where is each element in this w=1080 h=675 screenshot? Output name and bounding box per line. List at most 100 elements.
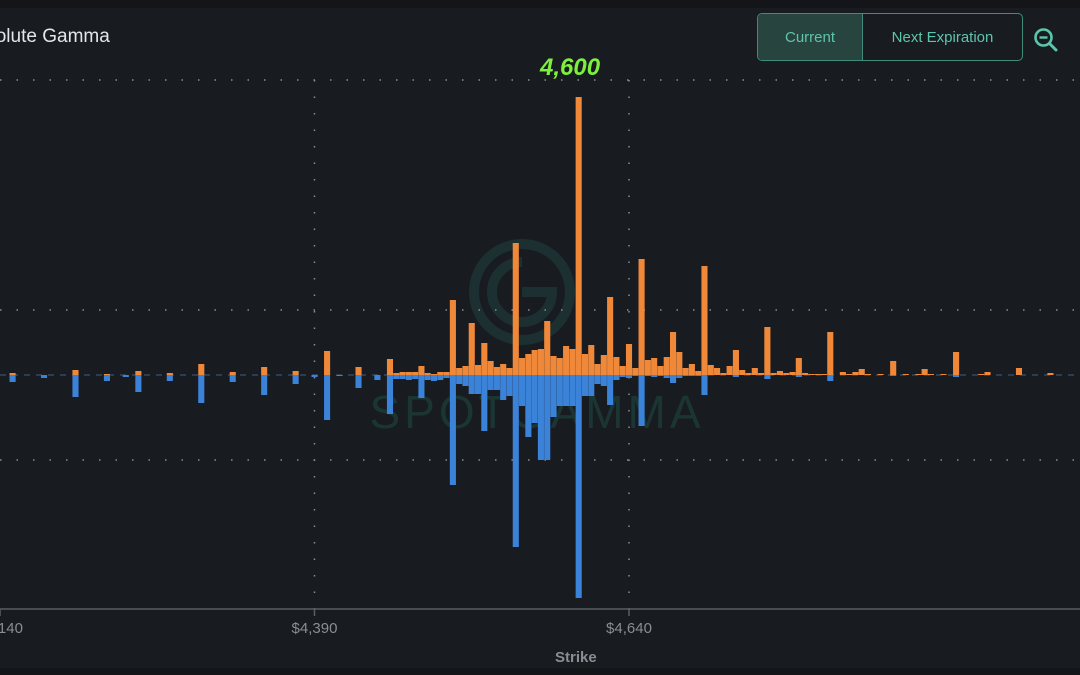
- current-button[interactable]: Current: [758, 14, 863, 60]
- call-gamma-bar[interactable]: [261, 367, 268, 375]
- call-gamma-bar[interactable]: [714, 368, 721, 375]
- put-gamma-bar[interactable]: [544, 375, 551, 460]
- call-gamma-bar[interactable]: [789, 372, 796, 375]
- put-gamma-bar[interactable]: [135, 375, 142, 392]
- put-gamma-bar[interactable]: [468, 375, 475, 394]
- put-gamma-bar[interactable]: [487, 375, 494, 390]
- next-expiration-button[interactable]: Next Expiration: [891, 28, 994, 46]
- call-gamma-bar[interactable]: [839, 372, 846, 375]
- call-gamma-bar[interactable]: [198, 364, 205, 375]
- put-gamma-bar[interactable]: [550, 375, 557, 417]
- call-gamma-bar[interactable]: [575, 97, 582, 375]
- call-gamma-bar[interactable]: [877, 374, 884, 375]
- call-gamma-bar[interactable]: [607, 297, 614, 375]
- put-gamma-bar[interactable]: [393, 375, 400, 379]
- put-gamma-bar[interactable]: [663, 375, 670, 378]
- put-gamma-bar[interactable]: [827, 375, 834, 381]
- put-gamma-bar[interactable]: [651, 375, 658, 377]
- call-gamma-bar[interactable]: [424, 373, 431, 375]
- call-gamma-bar[interactable]: [569, 349, 576, 375]
- call-gamma-bar[interactable]: [864, 374, 872, 375]
- call-gamma-bar[interactable]: [644, 360, 651, 375]
- call-gamma-bar[interactable]: [651, 358, 658, 375]
- put-gamma-bar[interactable]: [462, 375, 469, 386]
- call-gamma-bar[interactable]: [638, 259, 645, 375]
- call-gamma-bar[interactable]: [418, 366, 425, 375]
- put-gamma-bar[interactable]: [9, 375, 16, 382]
- put-gamma-bar[interactable]: [764, 375, 771, 379]
- call-gamma-bar[interactable]: [783, 373, 790, 375]
- put-gamma-bar[interactable]: [122, 375, 129, 377]
- put-gamma-bar[interactable]: [437, 375, 444, 380]
- call-gamma-bar[interactable]: [676, 352, 683, 375]
- call-gamma-bar[interactable]: [984, 372, 991, 375]
- call-gamma-bar[interactable]: [386, 359, 394, 375]
- call-gamma-bar[interactable]: [72, 370, 79, 375]
- call-gamma-bar[interactable]: [581, 354, 589, 375]
- put-gamma-bar[interactable]: [581, 375, 589, 396]
- call-gamma-bar[interactable]: [437, 372, 444, 375]
- put-gamma-bar[interactable]: [795, 375, 802, 377]
- call-gamma-bar[interactable]: [355, 367, 362, 375]
- put-gamma-bar[interactable]: [500, 375, 507, 400]
- call-gamma-bar[interactable]: [292, 371, 299, 375]
- put-gamma-bar[interactable]: [613, 375, 620, 380]
- put-gamma-bar[interactable]: [676, 375, 683, 378]
- put-gamma-bar[interactable]: [424, 375, 431, 380]
- call-gamma-bar[interactable]: [701, 266, 708, 375]
- put-gamma-bar[interactable]: [619, 375, 626, 377]
- put-gamma-bar[interactable]: [374, 375, 381, 380]
- put-gamma-bar[interactable]: [669, 375, 677, 383]
- call-gamma-bar[interactable]: [707, 365, 714, 375]
- put-gamma-bar[interactable]: [638, 375, 645, 426]
- call-gamma-bar[interactable]: [544, 321, 551, 375]
- call-gamma-bar[interactable]: [449, 300, 456, 375]
- call-gamma-bar[interactable]: [405, 372, 412, 375]
- call-gamma-bar[interactable]: [468, 323, 475, 375]
- call-gamma-bar[interactable]: [720, 373, 727, 375]
- call-gamma-bar[interactable]: [619, 366, 626, 375]
- put-gamma-bar[interactable]: [166, 375, 173, 381]
- put-gamma-bar[interactable]: [594, 375, 601, 384]
- call-gamma-bar[interactable]: [921, 369, 928, 375]
- call-gamma-bar[interactable]: [462, 366, 469, 375]
- call-gamma-bar[interactable]: [399, 372, 406, 375]
- call-gamma-bar[interactable]: [852, 372, 859, 375]
- call-gamma-bar[interactable]: [739, 370, 746, 375]
- put-gamma-bar[interactable]: [311, 375, 318, 377]
- put-gamma-bar[interactable]: [512, 375, 519, 547]
- put-gamma-bar[interactable]: [569, 375, 576, 406]
- call-gamma-bar[interactable]: [695, 371, 702, 375]
- call-gamma-bar[interactable]: [776, 371, 784, 375]
- call-gamma-bar[interactable]: [732, 350, 739, 375]
- call-gamma-bar[interactable]: [481, 343, 488, 375]
- call-gamma-bar[interactable]: [953, 352, 960, 375]
- call-gamma-bar[interactable]: [1015, 368, 1023, 375]
- call-gamma-bar[interactable]: [827, 332, 834, 375]
- call-gamma-bar[interactable]: [556, 358, 563, 375]
- call-gamma-bar[interactable]: [814, 374, 821, 375]
- put-gamma-bar[interactable]: [625, 375, 633, 378]
- put-gamma-bar[interactable]: [732, 375, 739, 377]
- call-gamma-bar[interactable]: [537, 349, 544, 375]
- put-gamma-bar[interactable]: [506, 375, 513, 396]
- call-gamma-bar[interactable]: [9, 373, 16, 375]
- call-gamma-bar[interactable]: [669, 332, 677, 375]
- call-gamma-bar[interactable]: [531, 350, 538, 375]
- put-gamma-bar[interactable]: [449, 375, 456, 485]
- call-gamma-bar[interactable]: [820, 374, 828, 375]
- call-gamma-bar[interactable]: [525, 354, 532, 375]
- put-gamma-bar[interactable]: [443, 375, 450, 378]
- put-gamma-bar[interactable]: [657, 375, 664, 376]
- call-gamma-bar[interactable]: [745, 373, 752, 375]
- put-gamma-bar[interactable]: [324, 375, 331, 420]
- call-gamma-bar[interactable]: [103, 374, 110, 375]
- call-gamma-bar[interactable]: [324, 351, 331, 375]
- call-gamma-bar[interactable]: [795, 358, 802, 375]
- put-gamma-bar[interactable]: [519, 375, 526, 406]
- call-gamma-bar[interactable]: [764, 327, 771, 375]
- call-gamma-bar[interactable]: [902, 374, 909, 375]
- call-gamma-bar[interactable]: [758, 373, 765, 375]
- put-gamma-bar[interactable]: [336, 375, 343, 376]
- call-gamma-bar[interactable]: [519, 358, 526, 375]
